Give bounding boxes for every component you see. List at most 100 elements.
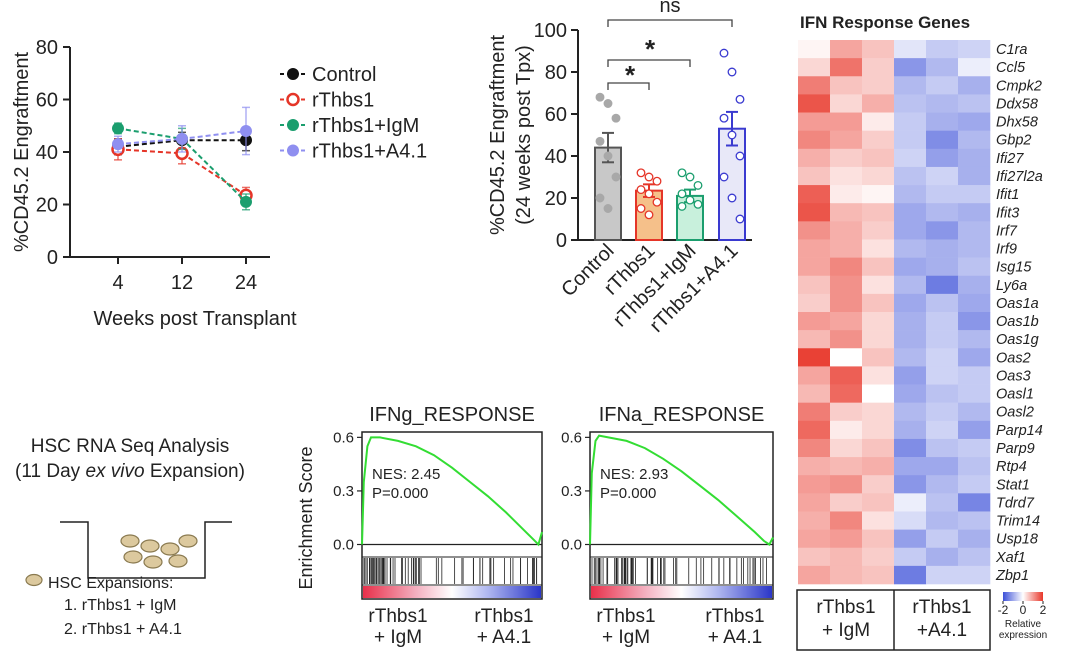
marker: [240, 195, 252, 208]
heat-cell: [862, 76, 895, 95]
heat-cell: [830, 402, 863, 422]
heat-cell: [894, 275, 927, 295]
heat-cell: [926, 457, 959, 476]
heat-cell: [958, 203, 991, 222]
plot-frame: [589, 431, 774, 600]
heat-cell: [830, 94, 863, 113]
row-label: Cmpk2: [996, 78, 1042, 94]
heat-cell: [798, 185, 831, 204]
data-point: [595, 136, 605, 146]
heat-cell: [862, 348, 895, 367]
data-point: [652, 197, 662, 207]
subtitle-part: ex vivo: [85, 461, 144, 482]
subtitle-part: (11 Day: [15, 461, 85, 482]
group-label: rThbs1: [368, 606, 427, 627]
marker: [112, 138, 124, 151]
heat-cell: [958, 348, 991, 367]
data-point: [636, 168, 646, 178]
row-label: Parp14: [996, 423, 1043, 439]
legend-item: 1. rThbs1 + IgM: [64, 597, 177, 614]
data-point: [735, 151, 745, 161]
diagram-title: HSC RNA Seq Analysis: [31, 436, 230, 457]
marker: [240, 125, 252, 137]
heat-cell: [958, 275, 991, 295]
heat-cell: [798, 402, 831, 422]
heat-cell: [862, 203, 895, 222]
colorbar-tick-label: 2: [1040, 603, 1047, 617]
heat-cell: [894, 330, 927, 349]
annotation: NES: 2.45: [372, 466, 440, 483]
heat-cell: [926, 76, 959, 95]
legend-item: 2. rThbs1 + A4.1: [64, 621, 182, 638]
heat-cell: [926, 185, 959, 204]
group-label: + A4.1: [708, 627, 762, 648]
data-point: [603, 151, 613, 161]
heat-cell: [958, 257, 991, 277]
colorbar-tick-label: -2: [998, 603, 1009, 617]
heat-cell: [926, 239, 959, 258]
significance-bracket: [607, 59, 691, 67]
heat-cell: [830, 130, 863, 150]
legend-label: rThbs1+IgM: [312, 115, 419, 137]
heat-cell: [958, 130, 991, 150]
data-point: [636, 204, 646, 213]
heat-cell: [862, 330, 895, 349]
panel-title: IFNa_RESPONSE: [599, 404, 765, 426]
heat-cell: [862, 130, 895, 150]
data-point: [693, 180, 703, 190]
heat-cell: [894, 185, 927, 204]
x-axis-label: Weeks post Transplant: [93, 308, 297, 330]
significance-label: *: [645, 34, 656, 64]
heat-cell: [798, 239, 831, 258]
heat-cell: [894, 565, 927, 585]
heat-cell: [798, 511, 831, 530]
data-point: [611, 113, 621, 123]
heat-cell: [862, 384, 895, 403]
legend-label: rThbs1+A4.1: [312, 141, 427, 163]
heat-cell: [894, 457, 927, 476]
heat-cell: [894, 40, 927, 59]
row-label: Rtp4: [996, 459, 1027, 475]
heat-cell: [798, 312, 831, 331]
heat-cell: [830, 148, 863, 168]
heat-cell: [958, 58, 991, 77]
y-axis-label: %CD45.2 Engraftment: [11, 52, 33, 253]
heat-cell: [894, 293, 927, 313]
heat-cell: [862, 166, 895, 186]
heat-cell: [862, 475, 895, 494]
heat-cell: [862, 565, 895, 585]
heat-cell: [862, 185, 895, 204]
data-point: [727, 67, 737, 77]
x-tick-label: 4: [112, 272, 123, 294]
heat-cell: [798, 130, 831, 150]
heat-cell: [926, 348, 959, 367]
heat-cell: [862, 275, 895, 295]
data-point: [644, 189, 654, 199]
y-tick-label: 20: [36, 195, 58, 217]
heat-cell: [926, 221, 959, 240]
group-label: + A4.1: [477, 627, 531, 648]
heat-cell: [862, 112, 895, 131]
heat-cell: [894, 420, 927, 440]
data-point: [677, 168, 687, 178]
significance-label: ns: [659, 0, 680, 17]
heat-cell: [798, 203, 831, 222]
heat-cell: [958, 511, 991, 530]
heat-cell: [926, 493, 959, 512]
colorbar: [1003, 592, 1043, 601]
significance-label: *: [625, 60, 636, 90]
row-label: Oas1b: [996, 314, 1039, 330]
heat-cell: [830, 493, 863, 512]
heat-cell: [958, 547, 991, 567]
heat-cell: [894, 166, 927, 186]
heat-cell: [862, 529, 895, 549]
row-label: Oasl2: [996, 405, 1034, 421]
heat-cell: [958, 330, 991, 349]
row-label: Zbp1: [995, 568, 1029, 584]
heat-cell: [894, 366, 927, 385]
data-point: [595, 92, 605, 102]
heat-cell: [830, 58, 863, 77]
row-label: Oasl1: [996, 387, 1034, 403]
heat-cell: [894, 529, 927, 549]
